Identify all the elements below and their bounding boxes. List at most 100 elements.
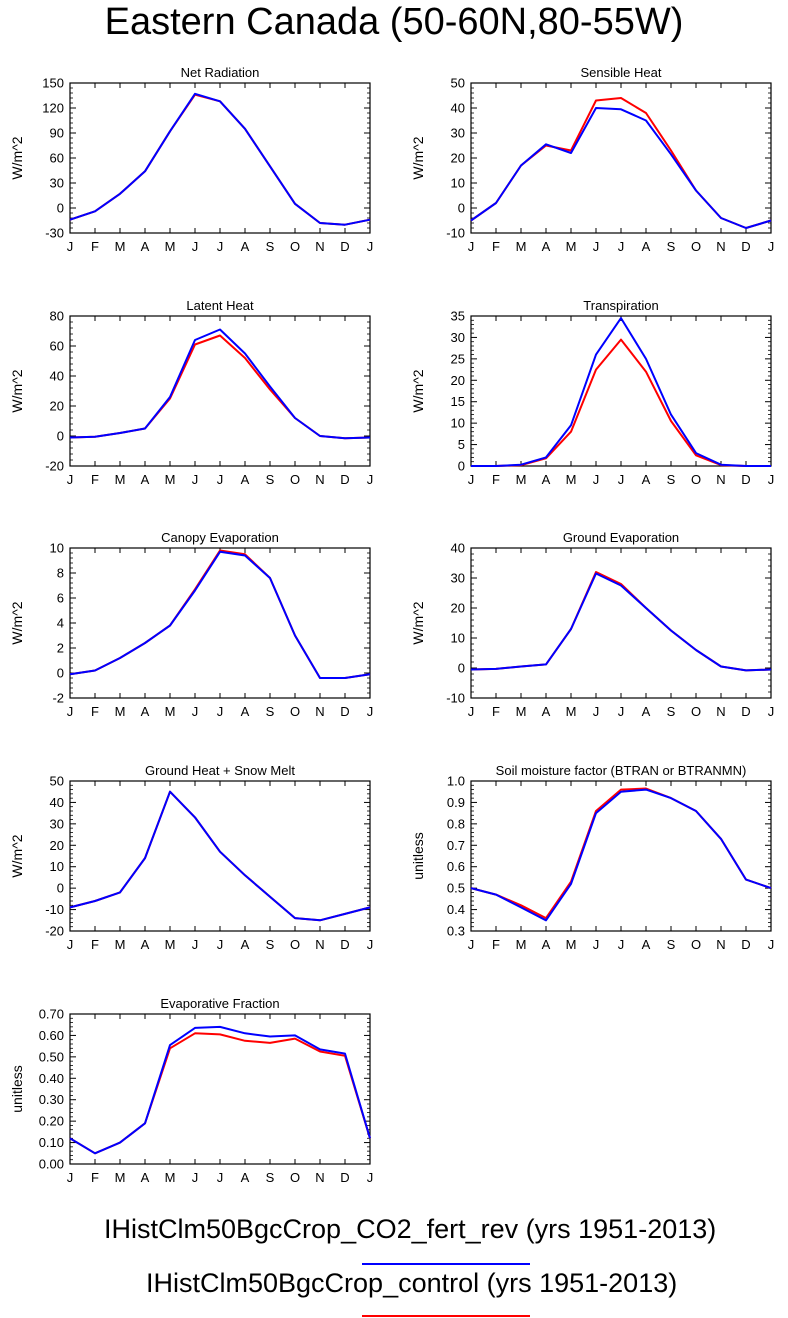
x-tick-label: N: [315, 937, 324, 952]
y-tick-label: 60: [50, 339, 64, 354]
y-tick-label: 20: [50, 838, 64, 853]
x-tick-label: A: [141, 937, 150, 952]
y-axis-label: W/m^2: [9, 136, 25, 179]
plot-frame: [69, 315, 371, 467]
y-tick-label: -30: [45, 226, 64, 241]
x-tick-label: N: [315, 704, 324, 719]
x-tick-label: J: [192, 937, 199, 952]
y-tick-label: 0: [458, 459, 465, 474]
x-tick-label: J: [593, 937, 600, 952]
x-tick-label: J: [217, 937, 224, 952]
x-tick-label: F: [91, 472, 99, 487]
x-tick-label: J: [618, 472, 625, 487]
x-tick-label: J: [367, 704, 374, 719]
series-line-co2-fert-rev: [69, 328, 371, 440]
y-tick-label: 0.5: [447, 881, 465, 896]
y-tick-label: 20: [451, 601, 465, 616]
x-tick-label: A: [241, 937, 250, 952]
y-tick-label: 10: [451, 631, 465, 646]
x-tick-label: A: [542, 472, 551, 487]
panel-title: Net Radiation: [181, 65, 260, 80]
series-line-co2-fert-rev: [470, 572, 772, 672]
series-line-control: [470, 97, 772, 229]
x-tick-label: F: [91, 704, 99, 719]
x-tick-label: M: [516, 704, 527, 719]
x-tick-label: S: [266, 472, 275, 487]
x-tick-label: A: [542, 239, 551, 254]
y-tick-label: -20: [45, 924, 64, 939]
x-tick-label: F: [492, 472, 500, 487]
x-tick-label: J: [618, 937, 625, 952]
y-tick-label: 20: [50, 399, 64, 414]
y-tick-label: 40: [50, 795, 64, 810]
panel-title: Evaporative Fraction: [160, 996, 279, 1011]
x-tick-label: M: [516, 472, 527, 487]
x-tick-label: J: [217, 472, 224, 487]
y-tick-label: 0.4: [447, 902, 465, 917]
series-line-co2-fert-rev: [69, 790, 371, 922]
x-tick-label: S: [667, 239, 676, 254]
series-line-co2-fert-rev: [69, 1025, 371, 1155]
y-tick-label: 30: [50, 176, 64, 191]
x-tick-label: D: [340, 937, 349, 952]
y-tick-label: 0: [57, 201, 64, 216]
x-tick-label: M: [115, 1170, 126, 1185]
x-tick-label: M: [566, 239, 577, 254]
x-tick-label: J: [768, 937, 775, 952]
x-tick-label: N: [315, 239, 324, 254]
legend-swatch-control: [362, 1315, 530, 1317]
x-tick-label: J: [768, 704, 775, 719]
x-tick-label: J: [67, 704, 74, 719]
x-tick-label: S: [667, 704, 676, 719]
x-tick-label: J: [217, 1170, 224, 1185]
x-tick-label: M: [566, 472, 577, 487]
plot-frame: [470, 315, 772, 467]
x-tick-label: A: [141, 704, 150, 719]
y-tick-label: -2: [52, 691, 64, 706]
x-tick-label: D: [741, 239, 750, 254]
series-line-co2-fert-rev: [471, 317, 771, 467]
x-tick-label: J: [192, 704, 199, 719]
panel-title: Sensible Heat: [581, 65, 662, 80]
series-line-control: [69, 790, 371, 922]
x-tick-label: J: [468, 937, 475, 952]
x-tick-label: J: [593, 239, 600, 254]
y-tick-label: 8: [57, 566, 64, 581]
legend-label-control: IHistClm50BgcCrop_control (yrs 1951-2013…: [146, 1268, 678, 1298]
y-tick-label: 15: [451, 394, 465, 409]
x-tick-label: J: [768, 472, 775, 487]
x-tick-label: M: [516, 937, 527, 952]
y-tick-label: 0.3: [447, 924, 465, 939]
legend-label-co2-fert-rev: IHistClm50BgcCrop_CO2_fert_rev (yrs 1951…: [104, 1214, 717, 1244]
y-tick-label: 0: [57, 429, 64, 444]
series-line-control: [69, 1032, 371, 1155]
x-tick-label: J: [67, 239, 74, 254]
x-tick-label: J: [67, 472, 74, 487]
y-tick-label: 0: [458, 661, 465, 676]
x-tick-label: M: [115, 239, 126, 254]
x-tick-label: A: [241, 1170, 250, 1185]
x-tick-label: O: [691, 472, 701, 487]
y-axis-label: W/m^2: [9, 834, 25, 877]
y-tick-label: 25: [451, 351, 465, 366]
x-tick-label: M: [165, 937, 176, 952]
panel-title: Latent Heat: [186, 298, 254, 313]
y-axis-label: unitless: [9, 1065, 25, 1112]
y-tick-label: 2: [57, 641, 64, 656]
y-tick-label: 150: [42, 76, 64, 91]
series-line-control: [69, 334, 371, 440]
x-tick-label: J: [217, 239, 224, 254]
series-line-co2-fert-rev: [69, 550, 371, 679]
y-tick-label: 4: [57, 616, 64, 631]
x-tick-label: J: [192, 1170, 199, 1185]
x-tick-label: M: [165, 704, 176, 719]
x-tick-label: D: [340, 704, 349, 719]
x-tick-label: O: [290, 1170, 300, 1185]
y-tick-label: 40: [451, 541, 465, 556]
panel-title: Transpiration: [583, 298, 658, 313]
